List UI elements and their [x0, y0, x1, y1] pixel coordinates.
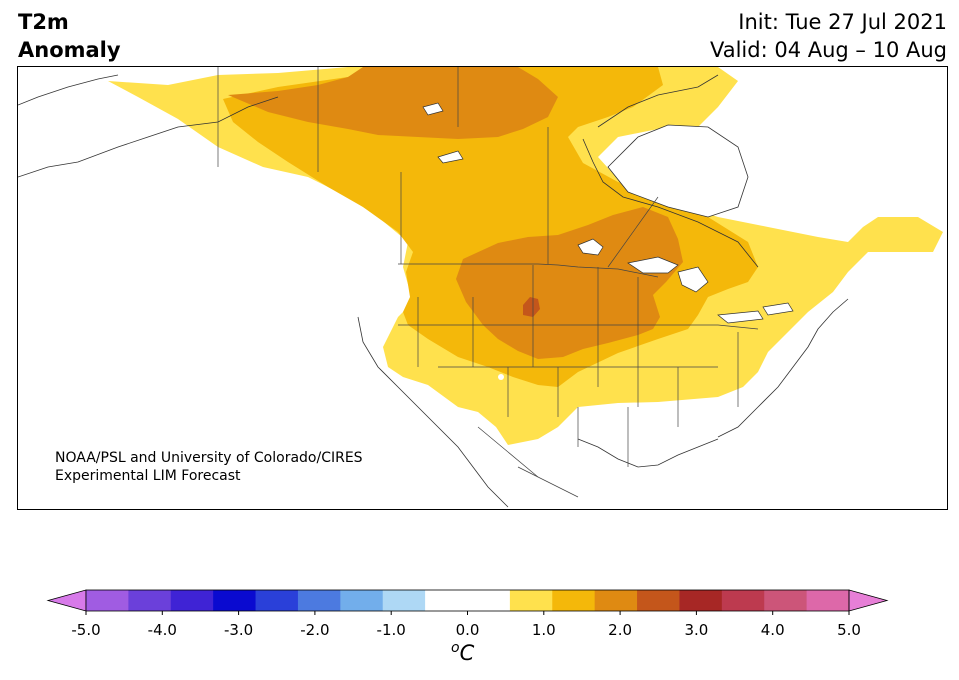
- anomaly-map: NOAA/PSL and University of Colorado/CIRE…: [17, 66, 948, 510]
- map-title: T2m Anomaly: [18, 8, 121, 64]
- colorbar-segment: [637, 590, 680, 611]
- colorbar-unit: oC: [451, 640, 474, 665]
- colorbar-tick-label: -3.0: [224, 621, 253, 639]
- colorbar-extend-high: [848, 589, 889, 612]
- colorbar-segment: [340, 590, 384, 611]
- colorbar-segment: [86, 590, 129, 611]
- colorbar-segment: [721, 590, 765, 611]
- colorbar-tick-label: -2.0: [300, 621, 329, 639]
- colorbar-tick-label: -1.0: [377, 621, 406, 639]
- colorbar-segment: [213, 590, 257, 611]
- unit-degree-sup: o: [451, 640, 460, 656]
- colorbar-segment: [509, 590, 553, 611]
- colorbar-segment: [679, 590, 723, 611]
- colorbar: -5.0 -4.0 -3.0 -2.0 -1.0 0.0 1.0 2.0 3.0 4.0 5.0: [0, 585, 959, 649]
- station-dot: [498, 374, 504, 380]
- anomaly-area-1.5-2.0-central: [456, 207, 683, 359]
- colorbar-tick-label: 5.0: [837, 621, 861, 639]
- colorbar-segment: [255, 590, 299, 611]
- colorbar-tick-label: 0.0: [456, 621, 480, 639]
- valid-range: Valid: 04 Aug – 10 Aug: [709, 38, 947, 62]
- colorbar-segment: [382, 590, 426, 611]
- colorbar-tick-label: 1.0: [532, 621, 556, 639]
- colorbar-segment: [764, 590, 808, 611]
- colorbar-segment: [806, 590, 850, 611]
- colorbar-tick-label: 4.0: [761, 621, 785, 639]
- colorbar-tick-label: 2.0: [608, 621, 632, 639]
- colorbar-segment: [297, 590, 341, 611]
- colorbar-svg: -5.0 -4.0 -3.0 -2.0 -1.0 0.0 1.0 2.0 3.0 4.0 5.0: [46, 589, 889, 639]
- lakes: [422, 102, 794, 324]
- unit-letter: C: [459, 641, 475, 665]
- init-date: Init: Tue 27 Jul 2021: [738, 10, 947, 34]
- political-boundaries: [217, 67, 759, 498]
- colorbar-segment: [594, 590, 638, 611]
- colorbar-segment: [128, 590, 172, 611]
- colorbar-segment: [467, 590, 511, 611]
- land-outline: [18, 74, 849, 508]
- credit-line-2: Experimental LIM Forecast: [55, 468, 241, 484]
- colorbar-tick-label: -4.0: [148, 621, 177, 639]
- credit-line-1: NOAA/PSL and University of Colorado/CIRE…: [55, 450, 363, 466]
- colorbar-segment: [170, 590, 214, 611]
- colorbar-segment: [552, 590, 596, 611]
- map-canvas: [18, 67, 943, 508]
- forecast-dates: Init: Tue 27 Jul 2021 Valid: 04 Aug – 10…: [710, 8, 947, 64]
- colorbar-segment: [425, 590, 468, 611]
- anomaly-area-2.0-2.5: [523, 297, 540, 317]
- colorbar-extend-low: [46, 589, 87, 612]
- anomaly-area-1.5-2.0: [228, 67, 558, 139]
- title-kind: Anomaly: [18, 38, 121, 62]
- data-credit: NOAA/PSL and University of Colorado/CIRE…: [55, 449, 363, 485]
- colorbar-tick-label: -5.0: [71, 621, 100, 639]
- colorbar-tick-label: 3.0: [684, 621, 708, 639]
- title-variable: T2m: [18, 10, 69, 34]
